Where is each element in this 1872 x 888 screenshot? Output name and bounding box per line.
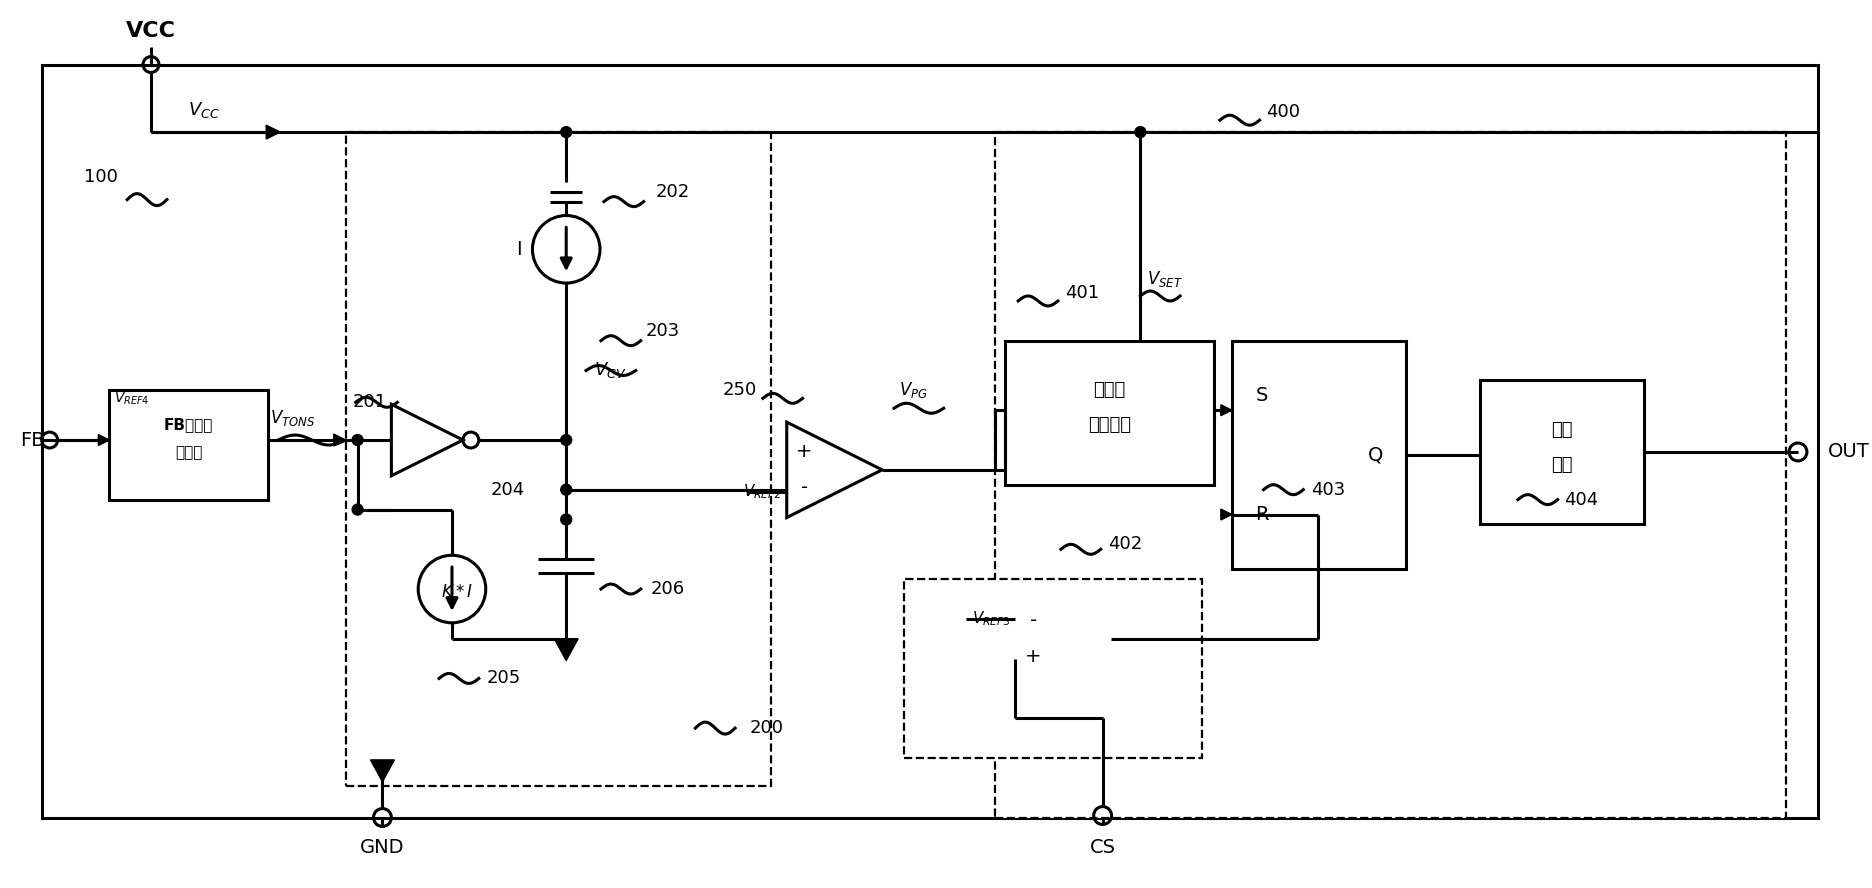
Text: FB: FB bbox=[21, 431, 45, 449]
Polygon shape bbox=[266, 125, 281, 139]
Text: $K*I$: $K*I$ bbox=[442, 583, 474, 601]
Text: $V_{REF2}$: $V_{REF2}$ bbox=[743, 482, 782, 501]
Bar bbox=[996, 132, 1786, 818]
Text: +: + bbox=[796, 442, 812, 462]
Bar bbox=[109, 391, 268, 500]
Text: 202: 202 bbox=[655, 183, 691, 201]
Text: 203: 203 bbox=[646, 321, 680, 340]
Text: 250: 250 bbox=[723, 381, 756, 400]
Polygon shape bbox=[99, 434, 109, 446]
Circle shape bbox=[352, 434, 363, 446]
Text: 电路: 电路 bbox=[1550, 456, 1572, 474]
Bar bbox=[41, 65, 1818, 818]
Text: $V_{REF3}$: $V_{REF3}$ bbox=[972, 609, 1011, 628]
Polygon shape bbox=[1221, 509, 1232, 520]
Text: $V_{SET}$: $V_{SET}$ bbox=[1148, 269, 1183, 289]
Bar bbox=[1232, 341, 1406, 569]
Text: FB波形检: FB波形检 bbox=[165, 417, 213, 432]
Circle shape bbox=[352, 504, 363, 515]
Bar bbox=[346, 132, 771, 786]
Circle shape bbox=[562, 434, 571, 446]
Text: 窄脉冲: 窄脉冲 bbox=[1093, 381, 1125, 400]
Text: 产生电路: 产生电路 bbox=[1088, 416, 1131, 434]
Circle shape bbox=[562, 484, 571, 496]
Text: 402: 402 bbox=[1108, 535, 1142, 553]
Circle shape bbox=[562, 514, 571, 525]
Text: Q: Q bbox=[1368, 446, 1383, 464]
Polygon shape bbox=[554, 638, 578, 661]
Bar bbox=[904, 579, 1202, 757]
Text: 测模块: 测模块 bbox=[176, 446, 202, 461]
Text: R: R bbox=[1254, 505, 1269, 524]
Polygon shape bbox=[371, 760, 395, 781]
Text: OUT: OUT bbox=[1827, 442, 1870, 462]
Text: 404: 404 bbox=[1565, 491, 1599, 509]
Text: $V_{CV}$: $V_{CV}$ bbox=[593, 361, 627, 380]
Text: 400: 400 bbox=[1267, 103, 1301, 122]
Text: 204: 204 bbox=[490, 480, 524, 499]
Text: 200: 200 bbox=[751, 719, 784, 737]
Polygon shape bbox=[333, 434, 346, 446]
Text: +: + bbox=[1024, 647, 1041, 666]
Text: $V_{REF4}$: $V_{REF4}$ bbox=[114, 390, 150, 407]
Text: -: - bbox=[801, 479, 809, 497]
Polygon shape bbox=[1221, 405, 1232, 416]
Text: 201: 201 bbox=[352, 393, 388, 411]
Text: 205: 205 bbox=[487, 670, 520, 687]
Bar bbox=[1005, 341, 1213, 485]
Text: 100: 100 bbox=[84, 168, 118, 186]
Text: S: S bbox=[1256, 385, 1267, 405]
Text: 403: 403 bbox=[1310, 480, 1346, 499]
Bar bbox=[1481, 380, 1644, 525]
Text: I: I bbox=[517, 240, 522, 258]
Text: 206: 206 bbox=[651, 580, 685, 598]
Text: $V_{TONS}$: $V_{TONS}$ bbox=[270, 408, 316, 428]
Text: $V_{CC}$: $V_{CC}$ bbox=[187, 100, 219, 120]
Text: 驱动: 驱动 bbox=[1550, 421, 1572, 439]
Circle shape bbox=[1134, 127, 1146, 138]
Text: CS: CS bbox=[1090, 837, 1116, 857]
Text: $V_{PG}$: $V_{PG}$ bbox=[899, 380, 929, 400]
Text: VCC: VCC bbox=[125, 20, 176, 41]
Text: -: - bbox=[1030, 611, 1037, 630]
Circle shape bbox=[562, 127, 571, 138]
Text: GND: GND bbox=[359, 837, 404, 857]
Text: 401: 401 bbox=[1065, 284, 1099, 302]
